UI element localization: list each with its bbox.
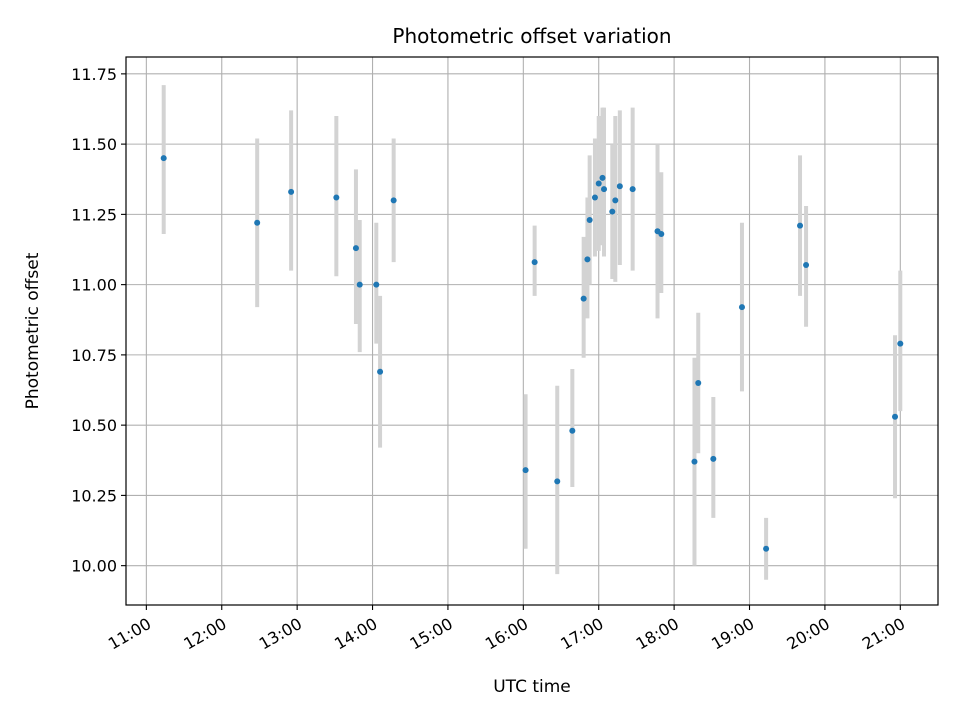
- x-tick-label: 21:00: [859, 614, 908, 654]
- x-tick-label: 14:00: [331, 614, 380, 654]
- y-tick-label: 10.50: [71, 416, 117, 435]
- y-tick-label: 10.00: [71, 557, 117, 576]
- data-point: [612, 197, 619, 204]
- data-point: [658, 231, 665, 238]
- plot-frame: [125, 56, 939, 606]
- x-tick-label: 18:00: [633, 614, 682, 654]
- data-point: [160, 155, 167, 162]
- data-point: [373, 281, 380, 288]
- data-point: [591, 194, 598, 201]
- data-point: [797, 222, 804, 229]
- data-point: [695, 379, 702, 386]
- data-point: [352, 245, 359, 252]
- y-axis-title: Photometric offset: [23, 252, 43, 409]
- y-axis: 10.00 10.25 10.50 10.75 11.00 11.25 11.50 11.75: [71, 65, 126, 576]
- data-point: [554, 478, 561, 485]
- data-point: [254, 219, 261, 226]
- data-point: [629, 186, 636, 193]
- data-point: [288, 188, 295, 195]
- x-tick-label: 17:00: [557, 614, 606, 654]
- y-tick-label: 11.50: [71, 135, 117, 154]
- y-tick-label: 10.75: [71, 346, 117, 365]
- x-tick-label: 19:00: [708, 614, 757, 654]
- x-axis-title: UTC time: [493, 677, 571, 697]
- data-point: [586, 216, 593, 223]
- data-point: [580, 295, 587, 302]
- data-point: [710, 455, 717, 462]
- data-point: [897, 340, 904, 347]
- grid: [126, 57, 938, 605]
- data-point: [584, 256, 591, 263]
- y-tick-label: 11.75: [71, 65, 117, 84]
- data-point: [601, 186, 608, 193]
- data-point: [333, 194, 340, 201]
- data-point: [738, 304, 745, 311]
- data-point: [531, 259, 538, 266]
- x-tick-label: 11:00: [105, 614, 154, 654]
- data-point: [390, 197, 397, 204]
- data-point: [691, 458, 698, 465]
- x-axis: 11:00 12:00 13:00 14:00 15:00 16:00 17:00 18:00…: [105, 605, 908, 654]
- chart-title: Photometric offset variation: [392, 24, 671, 48]
- data-point: [569, 427, 576, 434]
- x-tick-label: 12:00: [180, 614, 229, 654]
- data-point: [892, 413, 899, 420]
- data-point: [377, 368, 384, 375]
- data-point: [356, 281, 363, 288]
- plot-area: [126, 57, 938, 605]
- y-tick-label: 11.00: [71, 276, 117, 295]
- data-point: [599, 174, 606, 181]
- y-tick-label: 10.25: [71, 486, 117, 505]
- data-points: [160, 155, 904, 552]
- data-point: [522, 467, 529, 474]
- x-tick-label: 20:00: [783, 614, 832, 654]
- data-point: [763, 545, 770, 552]
- data-point: [616, 183, 623, 190]
- y-tick-label: 11.25: [71, 205, 117, 224]
- data-point: [803, 261, 810, 268]
- data-point: [595, 180, 602, 187]
- data-point: [609, 208, 616, 215]
- x-tick-label: 13:00: [256, 614, 305, 654]
- x-tick-label: 16:00: [482, 614, 531, 654]
- x-tick-label: 15:00: [407, 614, 456, 654]
